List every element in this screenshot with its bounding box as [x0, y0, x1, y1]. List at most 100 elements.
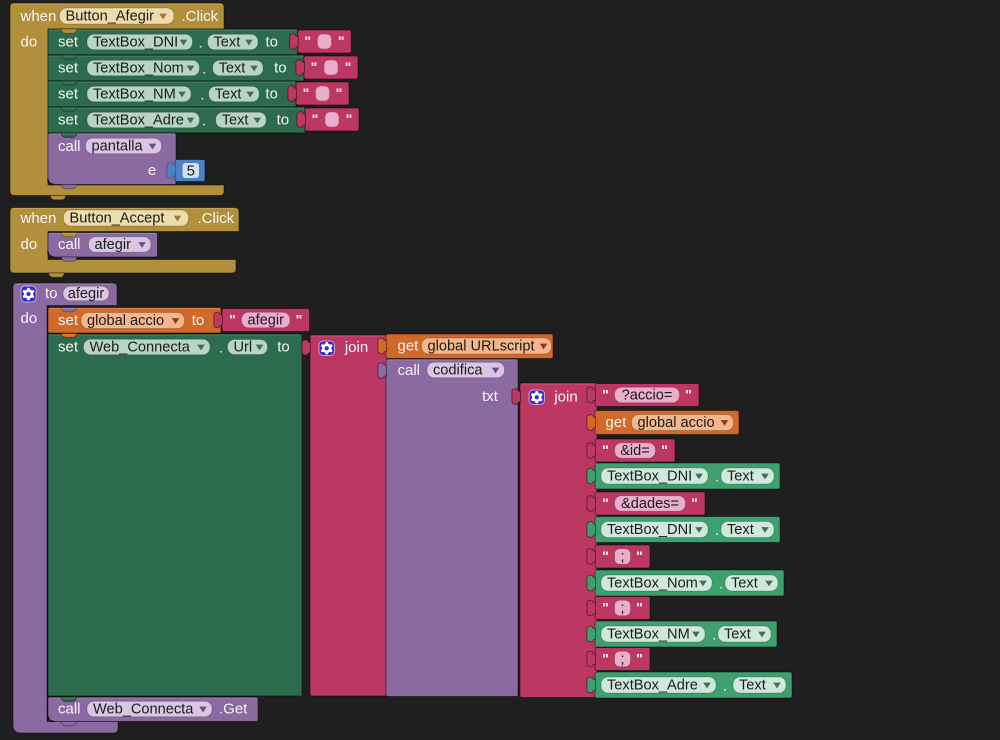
svg-text:": "	[636, 548, 643, 564]
svg-text:global accio: global accio	[87, 313, 164, 329]
svg-text:": "	[229, 312, 236, 328]
svg-text:TextBox_DNI: TextBox_DNI	[607, 522, 692, 538]
svg-text:Text: Text	[222, 113, 249, 129]
svg-text:to: to	[277, 112, 290, 129]
svg-text:": "	[602, 495, 609, 511]
svg-text:TextBox_Adre: TextBox_Adre	[93, 113, 184, 129]
svg-text:get: get	[398, 338, 420, 355]
svg-text:Url: Url	[234, 340, 253, 356]
svg-text:.Get: .Get	[219, 701, 248, 718]
svg-text:": "	[602, 600, 609, 616]
svg-text:call: call	[58, 236, 81, 253]
svg-text:TextBox_Nom: TextBox_Nom	[93, 61, 184, 77]
svg-text:TextBox_DNI: TextBox_DNI	[93, 35, 178, 51]
svg-text:set: set	[58, 112, 79, 129]
svg-text:;: ;	[620, 652, 624, 668]
svg-text:": "	[346, 111, 353, 127]
svg-text:TextBox_Adre: TextBox_Adre	[607, 678, 698, 694]
svg-text:.Click: .Click	[182, 8, 219, 25]
svg-text:?accio=: ?accio=	[622, 388, 673, 404]
svg-text:Web_Connecta: Web_Connecta	[90, 340, 191, 356]
svg-text:when: when	[20, 8, 57, 25]
svg-text:.: .	[219, 340, 223, 357]
svg-text:Button_Accept: Button_Accept	[70, 211, 165, 227]
svg-text:do: do	[21, 310, 38, 327]
svg-text:to: to	[192, 312, 205, 329]
svg-text:global URLscript: global URLscript	[428, 339, 535, 355]
svg-text:join: join	[553, 389, 577, 406]
svg-text:&dades=: &dades=	[621, 496, 679, 512]
svg-text:": "	[303, 85, 310, 101]
svg-text:afegir: afegir	[95, 237, 132, 253]
svg-text:.: .	[202, 61, 206, 78]
svg-text:set: set	[58, 339, 79, 356]
svg-text:Text: Text	[727, 522, 754, 538]
svg-text:": "	[602, 651, 609, 667]
svg-text:Text: Text	[727, 469, 754, 485]
svg-text:to: to	[277, 339, 290, 356]
svg-text:": "	[691, 495, 698, 511]
svg-text:Button_Afegir: Button_Afegir	[66, 9, 155, 25]
svg-text:to: to	[266, 34, 279, 51]
svg-text:TextBox_NM: TextBox_NM	[607, 627, 690, 643]
svg-text:Text: Text	[731, 576, 758, 592]
svg-text:.: .	[202, 113, 206, 130]
svg-text:.: .	[200, 87, 204, 104]
svg-text:set: set	[58, 60, 79, 77]
svg-text:;: ;	[620, 601, 624, 617]
svg-text:&id=: &id=	[620, 443, 650, 459]
svg-text:Text: Text	[219, 61, 246, 77]
svg-text:afegir: afegir	[247, 313, 284, 329]
svg-text:to: to	[45, 285, 58, 302]
svg-text:": "	[296, 312, 303, 328]
svg-text:Text: Text	[215, 87, 242, 103]
svg-text:set: set	[58, 86, 79, 103]
svg-text:call: call	[58, 701, 81, 718]
svg-text:": "	[338, 33, 345, 49]
svg-text:": "	[661, 442, 668, 458]
svg-text:": "	[345, 59, 352, 75]
svg-text:": "	[636, 651, 643, 667]
svg-text:set: set	[58, 34, 79, 51]
svg-text:.: .	[719, 576, 723, 593]
svg-text:Web_Connecta: Web_Connecta	[93, 702, 194, 718]
svg-text:pantalla: pantalla	[92, 139, 144, 155]
svg-text:to: to	[274, 60, 287, 77]
svg-text:Text: Text	[214, 35, 241, 51]
svg-text:.Click: .Click	[198, 210, 235, 227]
svg-text:": "	[312, 111, 319, 127]
svg-text:call: call	[398, 362, 421, 379]
svg-text:.: .	[199, 35, 203, 52]
svg-text:do: do	[21, 236, 38, 253]
svg-text:global accio: global accio	[638, 415, 715, 431]
svg-text:join: join	[344, 339, 368, 356]
svg-text:afegir: afegir	[68, 286, 105, 302]
svg-text:set: set	[58, 312, 79, 329]
svg-text:to: to	[265, 86, 278, 103]
svg-text:": "	[304, 33, 311, 49]
svg-text:TextBox_DNI: TextBox_DNI	[607, 469, 692, 485]
svg-text:get: get	[606, 414, 628, 431]
svg-text:;: ;	[620, 549, 624, 565]
svg-text:Text: Text	[724, 627, 751, 643]
svg-text:.: .	[715, 522, 719, 539]
svg-text:": "	[602, 387, 609, 403]
svg-text:Text: Text	[739, 678, 766, 694]
svg-text:.: .	[715, 469, 719, 486]
svg-text:": "	[602, 442, 609, 458]
svg-text:txt: txt	[482, 388, 499, 405]
svg-text:": "	[636, 600, 643, 616]
svg-text:5: 5	[187, 162, 195, 179]
svg-text:TextBox_Nom: TextBox_Nom	[607, 576, 698, 592]
svg-text:.: .	[723, 678, 727, 695]
svg-text:e: e	[148, 162, 156, 179]
svg-text:do: do	[21, 34, 38, 51]
svg-text:TextBox_NM: TextBox_NM	[93, 87, 176, 103]
svg-text:when: when	[20, 210, 57, 227]
svg-text:": "	[336, 85, 343, 101]
svg-text:codifica: codifica	[433, 363, 483, 379]
svg-text:call: call	[58, 138, 81, 155]
svg-text:": "	[685, 387, 692, 403]
svg-text:": "	[602, 548, 609, 564]
svg-text:": "	[311, 59, 318, 75]
